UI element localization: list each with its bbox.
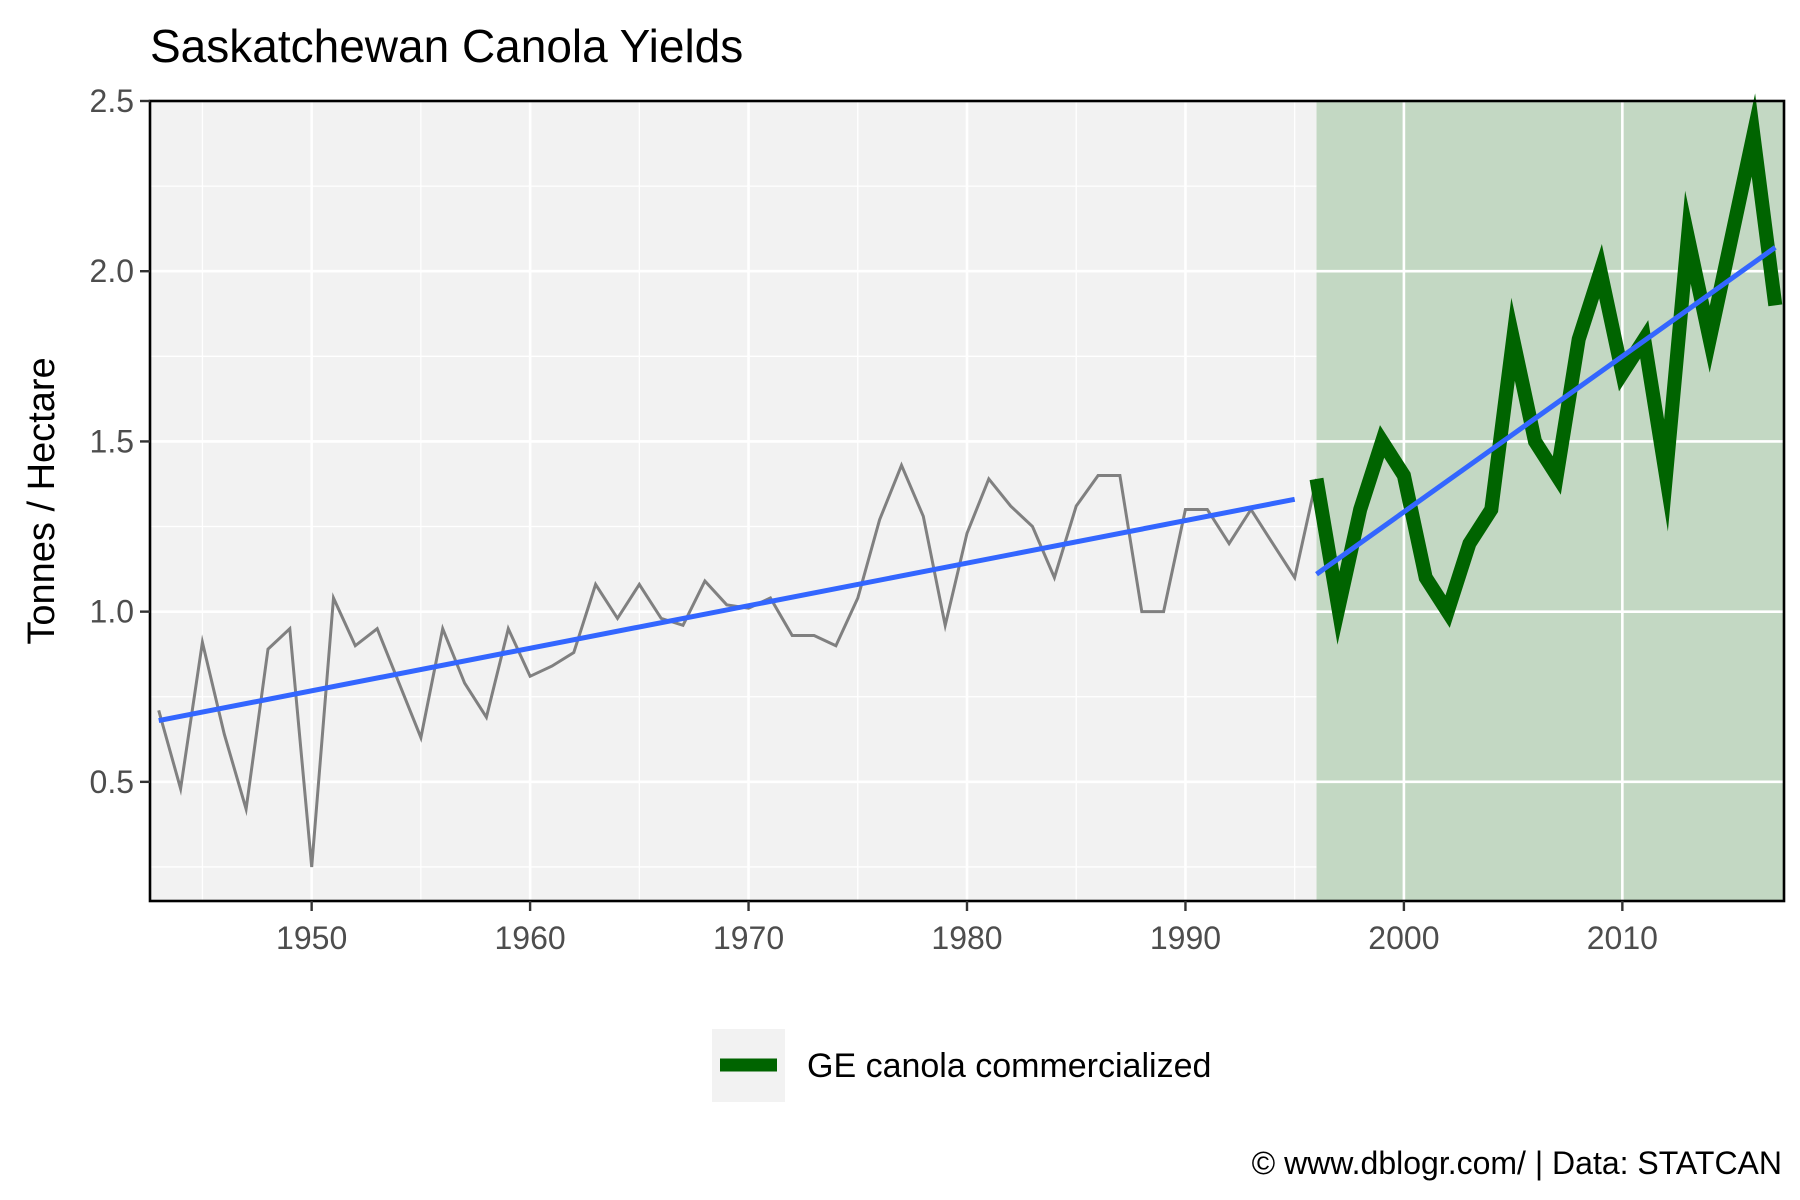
y-axis-title: Tonnes / Hectare: [21, 357, 63, 644]
x-tick-label: 1990: [1150, 920, 1221, 956]
ge-shaded-region: [1316, 101, 1784, 901]
x-tick-label: 2000: [1368, 920, 1439, 956]
y-tick-label: 2.5: [90, 83, 134, 119]
pre-ge-trend-line: [158, 496, 1296, 724]
ge-trend-line: [1315, 245, 1777, 577]
x-tick-label: 1980: [931, 920, 1002, 956]
y-tick-label: 2.0: [90, 253, 134, 289]
y-tick-label: 1.0: [90, 594, 134, 630]
trend-layer: [158, 245, 1777, 724]
chart-title: Saskatchewan Canola Yields: [150, 20, 743, 72]
y-axis: 0.5 1.0 1.5 2.0 2.5: [90, 83, 150, 800]
x-tick-label: 1950: [276, 920, 347, 956]
x-tick-label: 1960: [495, 920, 566, 956]
legend-label: GE canola commercialized: [807, 1047, 1211, 1085]
legend: GE canola commercialized: [712, 1029, 1211, 1102]
ge-yield-line: [1309, 93, 1783, 645]
x-tick-label: 2010: [1587, 920, 1658, 956]
x-axis: 1950 1960 1970 1980 1990 2000 2010: [276, 901, 1658, 956]
x-tick-label: 1970: [713, 920, 784, 956]
y-tick-label: 1.5: [90, 423, 134, 459]
source-caption: © www.dblogr.com/ | Data: STATCAN: [1252, 1145, 1782, 1181]
y-tick-label: 0.5: [90, 764, 134, 800]
